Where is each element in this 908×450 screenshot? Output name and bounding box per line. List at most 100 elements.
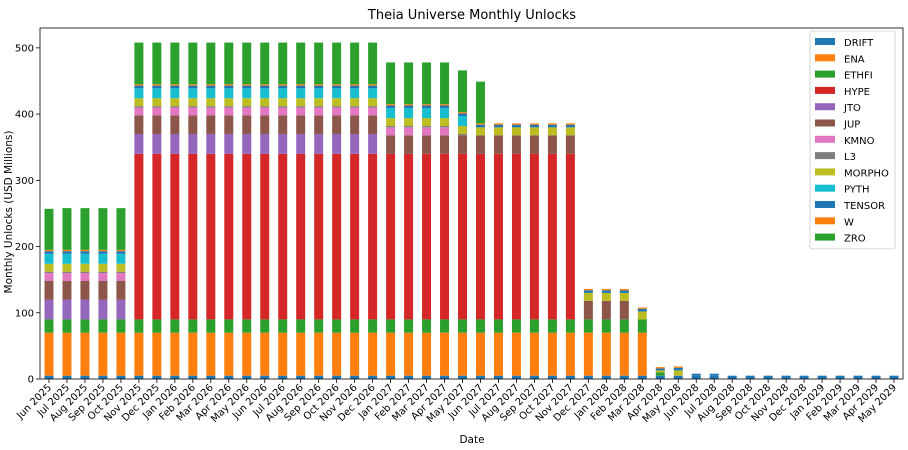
bar-segment-w-29: [565, 123, 575, 125]
bar-segment-morpho-7: [170, 98, 180, 107]
bar-segment-pyth-16: [332, 88, 342, 99]
bar-segment-zro-22: [440, 62, 450, 105]
bar-segment-morpho-34: [655, 370, 665, 373]
bar-segment-ena-1: [62, 332, 72, 376]
bar-segment-morpho-3: [98, 263, 108, 272]
bar-segment-w-0: [44, 249, 54, 252]
bar-segment-drift-19: [386, 375, 396, 379]
bar-segment-w-32: [619, 288, 629, 291]
bar-segment-morpho-22: [440, 118, 450, 127]
y-tick-label-0: 0: [28, 375, 34, 386]
bar-segment-jup-26: [511, 135, 521, 154]
bar-segment-hype-29: [565, 153, 575, 320]
bar-segment-ethfi-5: [134, 319, 144, 333]
bar-segment-w-10: [224, 84, 234, 86]
y-tick-label-200: 200: [15, 242, 34, 253]
bar-segment-ethfi-19: [386, 319, 396, 333]
bar-segment-ethfi-4: [116, 319, 126, 333]
bar-segment-hype-17: [350, 153, 360, 320]
bar-segment-jup-13: [278, 115, 288, 134]
bar-segment-kmno-5: [134, 107, 144, 116]
bar-segment-pyth-17: [350, 88, 360, 99]
bar-segment-jup-28: [547, 135, 557, 154]
bar-segment-zro-7: [170, 42, 180, 85]
bar-segment-morpho-14: [296, 98, 306, 107]
bar-segment-morpho-21: [422, 118, 432, 127]
bar-segment-ena-33: [637, 332, 647, 376]
bar-segment-morpho-5: [134, 98, 144, 107]
bar-segment-drift-46: [871, 375, 881, 379]
bar-segment-morpho-0: [44, 263, 54, 272]
bar-segment-ena-9: [206, 332, 216, 376]
bar-segment-tensor-10: [224, 85, 234, 89]
bar-segment-ethfi-1: [62, 319, 72, 333]
legend-swatch-jup: [815, 119, 835, 127]
bar-segment-ethfi-10: [224, 319, 234, 333]
bar-segment-pyth-18: [368, 88, 378, 99]
bars-layer: [44, 42, 899, 379]
bar-segment-l3-19: [386, 126, 396, 128]
bar-segment-jto-17: [350, 133, 360, 154]
bar-segment-ethfi-8: [188, 319, 198, 333]
bar-segment-w-5: [134, 84, 144, 86]
bar-segment-morpho-24: [475, 127, 485, 136]
bar-segment-ethfi-13: [278, 319, 288, 333]
bar-segment-jto-8: [188, 133, 198, 154]
bar-segment-jup-15: [314, 115, 324, 134]
legend-label-kmno: KMNO: [844, 136, 875, 147]
bar-segment-jup-1: [62, 280, 72, 300]
bar-segment-kmno-1: [62, 273, 72, 281]
bar-segment-ena-10: [224, 332, 234, 376]
bar-segment-w-23: [458, 112, 468, 114]
bar-segment-zro-3: [98, 208, 108, 250]
bar-segment-ethfi-17: [350, 319, 360, 333]
bar-segment-kmno-20: [404, 127, 414, 136]
y-tick-label-500: 500: [15, 43, 34, 54]
bar-segment-tensor-15: [314, 85, 324, 89]
bar-segment-ethfi-34: [655, 372, 665, 376]
bar-segment-kmno-0: [44, 273, 54, 281]
bar-segment-zro-14: [296, 42, 306, 85]
bar-segment-jup-10: [224, 115, 234, 134]
bar-segment-l3-11: [242, 106, 252, 108]
bar-segment-drift-41: [781, 375, 791, 379]
bar-segment-l3-10: [224, 106, 234, 108]
bar-segment-jto-7: [170, 133, 180, 154]
bar-segment-ena-24: [475, 332, 485, 376]
bar-segment-ethfi-14: [296, 319, 306, 333]
bar-segment-jto-16: [332, 133, 342, 154]
bar-segment-tensor-21: [422, 105, 432, 109]
bar-segment-ena-26: [511, 332, 521, 376]
bar-segment-hype-21: [422, 153, 432, 320]
bar-segment-l3-8: [188, 106, 198, 108]
bar-segment-kmno-15: [314, 107, 324, 116]
bar-segment-w-17: [350, 84, 360, 86]
bar-segment-morpho-1: [62, 263, 72, 272]
bar-segment-w-15: [314, 84, 324, 86]
bar-segment-tensor-6: [152, 85, 162, 89]
bar-segment-jto-6: [152, 133, 162, 154]
legend-swatch-tensor: [815, 201, 835, 208]
bar-segment-drift-0: [44, 375, 54, 379]
bar-segment-tensor-12: [260, 85, 270, 89]
bar-segment-drift-30: [583, 375, 593, 379]
legend-label-tensor: TENSOR: [843, 201, 885, 212]
bar-segment-ethfi-2: [80, 319, 90, 333]
bar-segment-ethfi-20: [404, 319, 414, 333]
bar-segment-zro-4: [116, 208, 126, 250]
bar-segment-pyth-22: [440, 108, 450, 119]
legend: DRIFT ENA ETHFI HYPE JTO JUP KMNO L3 MORPHO PYTH T…: [809, 30, 896, 250]
bar-segment-drift-11: [242, 375, 252, 379]
bar-segment-morpho-31: [601, 292, 611, 301]
bar-segment-zro-19: [386, 62, 396, 105]
bar-segment-drift-36: [691, 375, 701, 379]
bar-segment-jup-8: [188, 115, 198, 134]
bar-segment-w-6: [152, 84, 162, 86]
bar-segment-ena-4: [116, 332, 126, 376]
legend-swatch-jto: [815, 103, 835, 111]
bar-segment-jto-12: [260, 133, 270, 154]
bar-segment-tensor-19: [386, 105, 396, 109]
bar-segment-morpho-13: [278, 98, 288, 107]
bar-segment-hype-22: [440, 153, 450, 320]
bar-segment-ethfi-18: [368, 319, 378, 333]
